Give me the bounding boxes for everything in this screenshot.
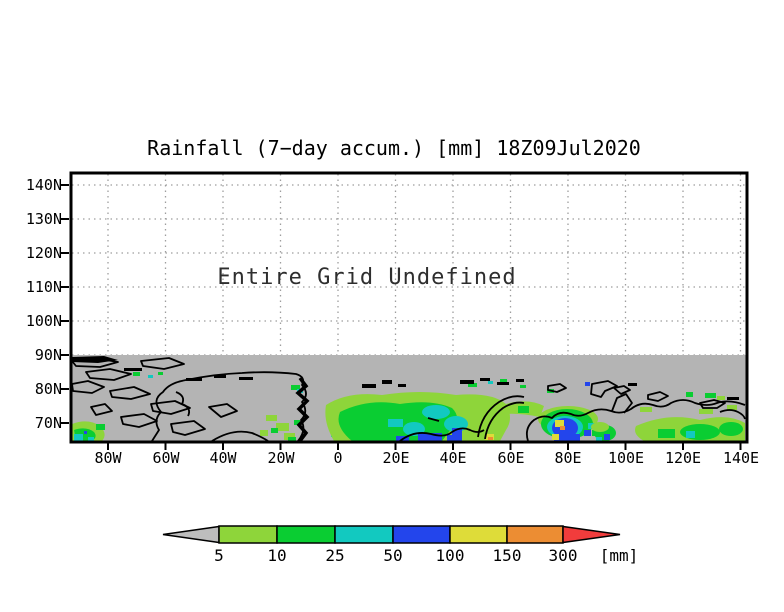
legend-value-5: 5: [214, 546, 224, 565]
legend-arrow-high: [562, 525, 621, 544]
legend-box-5: [449, 525, 508, 544]
lon-axis-label-40e: 40E: [439, 449, 467, 467]
legend-arrow-low: [162, 525, 220, 544]
legend-value-150: 150: [492, 546, 522, 565]
lon-axis-label-20w: 20W: [267, 449, 295, 467]
legend-value-300: 300: [548, 546, 578, 565]
lon-axis-label-0: 0: [333, 449, 343, 467]
lon-axis-label-40w: 40W: [209, 449, 237, 467]
gridlines: [72, 174, 746, 442]
lon-axis-label-120e: 120E: [664, 449, 702, 467]
lat-axis-label-70n: 70N: [34, 414, 62, 432]
legend-box-2: [276, 525, 336, 544]
legend-value-10: 10: [267, 546, 287, 565]
legend-value-100: 100: [435, 546, 465, 565]
legend-value-25: 25: [325, 546, 345, 565]
lat-axis-label-100n: 100N: [25, 312, 62, 330]
chart-title: Rainfall (7−day accum.) [mm] 18Z09Jul202…: [147, 136, 641, 160]
lat-axis-label-80n: 80N: [34, 380, 62, 398]
coastlines: [71, 356, 746, 443]
legend-box-1: [218, 525, 278, 544]
legend-box-6: [506, 525, 564, 544]
lon-axis-label-100e: 100E: [607, 449, 645, 467]
legend-box-3: [334, 525, 394, 544]
lon-axis-label-140e: 140E: [722, 449, 760, 467]
undefined-message: Entire Grid Undefined: [217, 265, 517, 290]
lat-axis-label-110n: 110N: [25, 278, 62, 296]
lon-axis-label-80e: 80E: [554, 449, 582, 467]
rainfall-shading: [72, 372, 745, 441]
lat-axis-label-120n: 120N: [25, 244, 62, 262]
lat-axis-label-90n: 90N: [34, 346, 62, 364]
legend-units-label: [mm]: [599, 546, 639, 565]
lon-axis-label-60e: 60E: [497, 449, 525, 467]
lat-axis-label-140n: 140N: [25, 176, 62, 194]
lon-axis-label-60w: 60W: [152, 449, 180, 467]
axis-ticks: [61, 184, 742, 450]
lat-axis-label-130n: 130N: [25, 210, 62, 228]
plot-border: [69, 171, 749, 444]
legend-value-50: 50: [383, 546, 403, 565]
legend-box-4: [392, 525, 451, 544]
legend-colorbar: [162, 525, 621, 544]
lon-axis-label-80w: 80W: [94, 449, 122, 467]
lon-axis-label-20e: 20E: [382, 449, 410, 467]
